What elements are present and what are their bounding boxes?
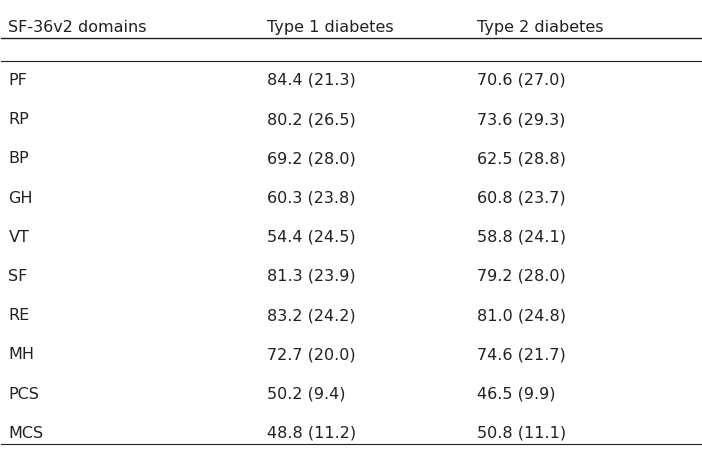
Text: 83.2 (24.2): 83.2 (24.2) (267, 308, 356, 323)
Text: Type 1 diabetes: Type 1 diabetes (267, 20, 394, 34)
Text: RE: RE (8, 308, 29, 323)
Text: MH: MH (8, 347, 34, 363)
Text: 54.4 (24.5): 54.4 (24.5) (267, 230, 356, 245)
Text: 50.8 (11.1): 50.8 (11.1) (477, 426, 566, 441)
Text: 80.2 (26.5): 80.2 (26.5) (267, 112, 356, 127)
Text: GH: GH (8, 190, 33, 206)
Text: BP: BP (8, 151, 29, 166)
Text: 69.2 (28.0): 69.2 (28.0) (267, 151, 356, 166)
Text: MCS: MCS (8, 426, 44, 441)
Text: 48.8 (11.2): 48.8 (11.2) (267, 426, 356, 441)
Text: RP: RP (8, 112, 29, 127)
Text: 70.6 (27.0): 70.6 (27.0) (477, 73, 566, 88)
Text: 60.3 (23.8): 60.3 (23.8) (267, 190, 356, 206)
Text: PF: PF (8, 73, 27, 88)
Text: 72.7 (20.0): 72.7 (20.0) (267, 347, 356, 363)
Text: 84.4 (21.3): 84.4 (21.3) (267, 73, 356, 88)
Text: 58.8 (24.1): 58.8 (24.1) (477, 230, 566, 245)
Text: SF-36v2 domains: SF-36v2 domains (8, 20, 147, 34)
Text: VT: VT (8, 230, 29, 245)
Text: 60.8 (23.7): 60.8 (23.7) (477, 190, 566, 206)
Text: 74.6 (21.7): 74.6 (21.7) (477, 347, 566, 363)
Text: PCS: PCS (8, 386, 39, 402)
Text: 79.2 (28.0): 79.2 (28.0) (477, 269, 566, 284)
Text: 81.3 (23.9): 81.3 (23.9) (267, 269, 356, 284)
Text: SF: SF (8, 269, 28, 284)
Text: 81.0 (24.8): 81.0 (24.8) (477, 308, 566, 323)
Text: 46.5 (9.9): 46.5 (9.9) (477, 386, 555, 402)
Text: 62.5 (28.8): 62.5 (28.8) (477, 151, 566, 166)
Text: 73.6 (29.3): 73.6 (29.3) (477, 112, 565, 127)
Text: Type 2 diabetes: Type 2 diabetes (477, 20, 603, 34)
Text: 50.2 (9.4): 50.2 (9.4) (267, 386, 345, 402)
